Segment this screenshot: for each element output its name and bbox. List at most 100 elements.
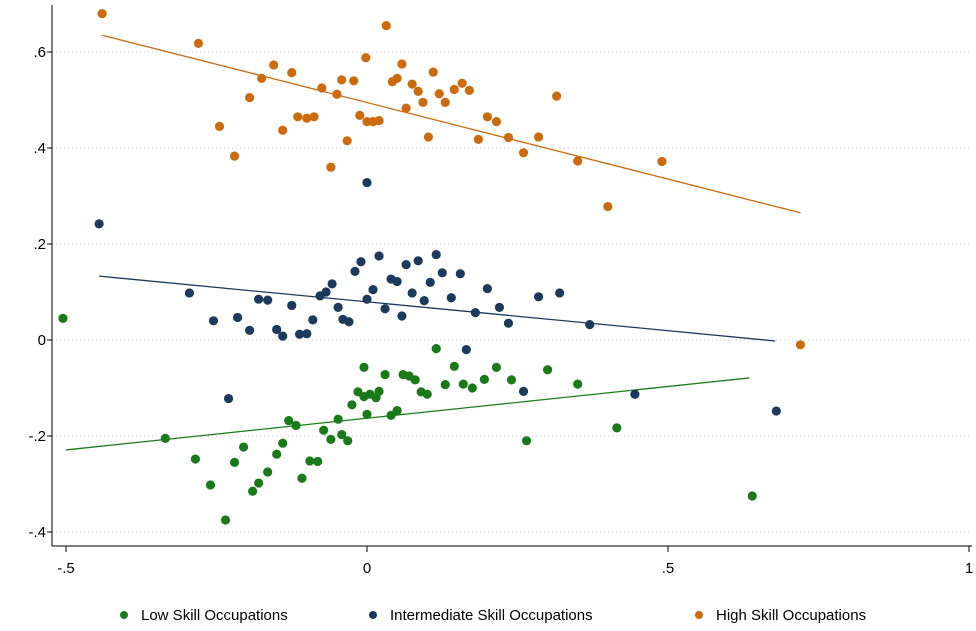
data-point-series-1 [437, 268, 447, 278]
data-point-series-1 [518, 386, 529, 396]
data-point-series-0 [229, 457, 240, 467]
data-point-series-0 [380, 369, 390, 380]
data-point-series-0 [263, 467, 273, 477]
data-point-series-2 [97, 9, 107, 19]
data-point-series-1 [533, 292, 544, 302]
y-tick-label: -.2 [28, 428, 46, 445]
data-point-series-1 [397, 311, 407, 321]
data-point-series-0 [422, 389, 432, 399]
x-tick-label: .5 [662, 560, 675, 577]
y-tick-label: .4 [33, 140, 46, 157]
data-point-series-0 [220, 515, 231, 525]
data-point-series-1 [184, 288, 195, 298]
data-point-series-2 [423, 132, 434, 142]
legend-marker [695, 611, 703, 619]
data-point-series-1 [327, 279, 337, 289]
x-tick-label: -.5 [57, 560, 75, 577]
data-point-series-2 [355, 110, 365, 120]
data-point-series-0 [431, 344, 441, 354]
data-point-series-0 [297, 473, 307, 483]
data-point-series-2 [337, 75, 347, 85]
data-point-series-0 [343, 436, 353, 446]
data-point-series-1 [431, 249, 441, 260]
legend-marker [369, 611, 377, 619]
legend: Low Skill Occupations Intermediate Skill … [120, 607, 866, 624]
data-point-series-2 [449, 84, 459, 95]
data-point-series-2 [457, 78, 467, 88]
data-point-series-1 [287, 300, 297, 311]
data-point-series-2 [293, 112, 303, 122]
data-point-series-0 [506, 375, 517, 385]
data-point-series-2 [332, 89, 342, 99]
data-point-series-1 [461, 345, 471, 355]
data-point-series-2 [245, 93, 255, 103]
data-point-series-0 [491, 362, 502, 372]
data-point-series-1 [503, 318, 514, 328]
data-point-series-1 [302, 329, 312, 339]
fit-line-series-2 [101, 34, 801, 214]
data-point-series-2 [287, 68, 297, 78]
data-point-series-1 [245, 325, 255, 335]
data-point-series-1 [333, 302, 343, 312]
legend-marker [120, 611, 128, 619]
data-point-series-2 [381, 21, 391, 31]
data-point-series-1 [223, 393, 234, 404]
data-point-series-0 [248, 486, 258, 496]
data-point-series-0 [573, 379, 583, 389]
data-point-series-0 [410, 375, 420, 385]
data-point-series-2 [392, 73, 402, 83]
data-point-series-1 [446, 293, 456, 303]
data-point-series-1 [413, 256, 423, 266]
data-point-series-2 [795, 340, 806, 350]
data-point-series-2 [440, 97, 450, 107]
data-point-series-1 [425, 277, 435, 287]
legend-label: Low Skill Occupations [141, 607, 288, 624]
data-point-series-0 [272, 449, 282, 459]
data-point-series-0 [392, 405, 402, 416]
data-point-series-2 [518, 148, 529, 158]
data-point-series-1 [350, 266, 360, 276]
data-points [58, 9, 806, 525]
data-point-series-1 [455, 269, 465, 279]
data-point-series-2 [229, 151, 240, 161]
data-point-series-2 [349, 76, 359, 86]
data-point-series-0 [160, 433, 170, 443]
data-point-series-1 [278, 331, 288, 341]
legend-label: High Skill Occupations [716, 607, 866, 624]
data-point-series-0 [347, 400, 357, 410]
x-tick-label: 1 [965, 560, 973, 577]
data-point-series-0 [190, 454, 201, 464]
data-point-series-1 [344, 317, 354, 327]
data-point-series-0 [440, 380, 450, 390]
grid-lines [52, 51, 972, 533]
y-tick-label: .2 [33, 236, 46, 253]
y-tick-label: 0 [38, 332, 46, 349]
data-point-series-0 [313, 456, 323, 467]
data-point-series-2 [326, 162, 336, 172]
fit-lines [65, 34, 801, 451]
data-point-series-1 [392, 276, 402, 287]
data-point-series-0 [278, 438, 288, 448]
data-point-series-0 [374, 386, 384, 396]
data-point-series-0 [543, 365, 553, 375]
data-point-series-0 [521, 436, 532, 446]
data-point-series-2 [309, 112, 319, 122]
data-point-series-1 [94, 219, 104, 229]
data-point-series-1 [368, 285, 378, 295]
data-point-series-2 [257, 73, 267, 83]
data-point-series-1 [294, 329, 305, 339]
data-point-series-2 [482, 112, 492, 122]
data-point-series-0 [479, 374, 489, 384]
y-tick-label: .6 [33, 44, 46, 61]
data-point-series-2 [428, 67, 438, 77]
data-point-series-2 [552, 91, 562, 101]
data-point-series-1 [321, 287, 331, 297]
data-point-series-2 [418, 97, 428, 107]
data-point-series-2 [342, 136, 352, 146]
data-point-series-1 [362, 294, 372, 304]
data-point-series-0 [326, 434, 336, 444]
data-point-series-2 [491, 117, 502, 127]
data-point-series-2 [413, 86, 423, 96]
y-axis: -.4 -.2 0 .2 .4 .6 [28, 5, 53, 546]
